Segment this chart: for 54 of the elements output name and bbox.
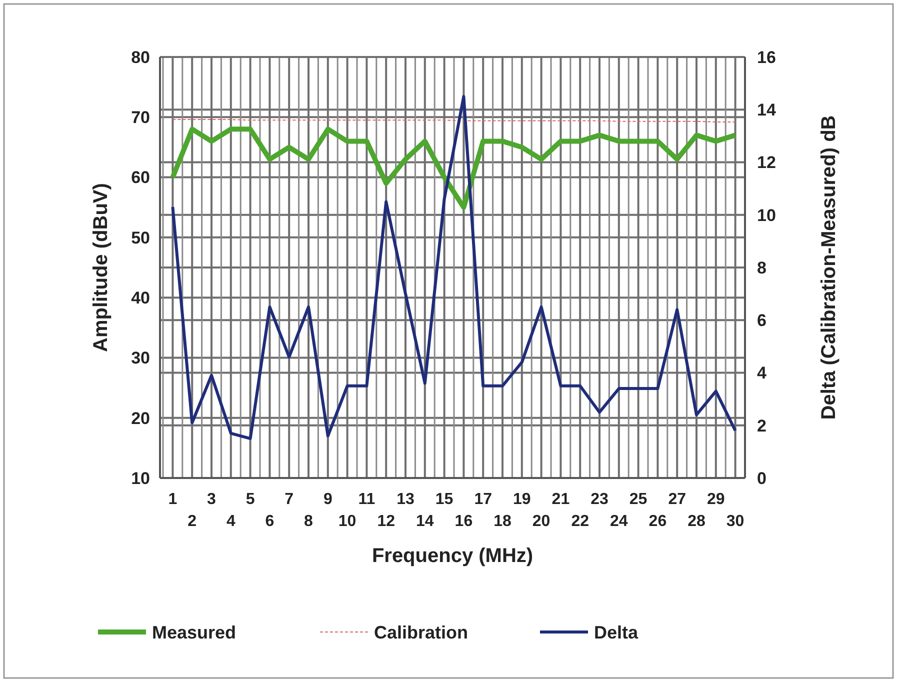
x-tick-label: 14 — [416, 513, 434, 530]
x-tick-label: 16 — [454, 513, 473, 530]
y-tick-label: 20 — [131, 408, 150, 428]
x-tick-label: 18 — [494, 513, 512, 530]
y-axis-title: Amplitude (dBuV) — [90, 183, 112, 352]
x-tick-label: 29 — [707, 491, 725, 508]
y2-tick-label: 10 — [757, 206, 776, 225]
x-tick-label: 19 — [513, 491, 531, 508]
y-tick-label: 10 — [131, 468, 150, 488]
y-tick-label: 30 — [131, 348, 150, 368]
x-tick-label: 23 — [590, 491, 608, 508]
y-tick-label: 50 — [131, 228, 150, 248]
x-tick-label: 24 — [610, 513, 628, 530]
y2-tick-label: 8 — [757, 258, 766, 278]
y-tick-label: 40 — [131, 288, 150, 308]
x-axis-title: Frequency (MHz) — [372, 545, 534, 567]
y-tick-label: 70 — [131, 108, 150, 128]
x-tick-label: 27 — [668, 491, 686, 508]
x-tick-label: 6 — [265, 513, 274, 530]
y2-tick-label: 6 — [757, 311, 766, 330]
y2-tick-label: 2 — [757, 416, 766, 436]
y2-tick-label: 16 — [757, 48, 776, 67]
x-tick-label: 8 — [304, 513, 314, 530]
x-tick-label: 13 — [396, 491, 414, 508]
legend-label: Delta — [594, 622, 640, 642]
legend-label: Measured — [152, 622, 236, 642]
line-series — [171, 94, 737, 440]
x-tick-label: 15 — [435, 491, 454, 508]
x-tick-label: 25 — [629, 491, 648, 508]
x-tick-label: 26 — [648, 513, 667, 530]
x-tick-label: 20 — [532, 513, 550, 530]
x-tick-label: 30 — [726, 513, 744, 530]
x-tick-label: 22 — [571, 513, 590, 530]
y-tick-label: 80 — [131, 48, 150, 67]
x-tick-label: 12 — [377, 513, 396, 530]
x-tick-label: 28 — [688, 513, 706, 530]
y2-tick-label: 14 — [757, 100, 776, 120]
y2-axis-title: Delta (Calibration-Measured) dB — [818, 115, 840, 420]
x-tick-label: 9 — [323, 491, 332, 508]
x-tick-label: 4 — [226, 513, 236, 530]
x-tick-label: 1 — [168, 491, 178, 508]
x-tick-label: 10 — [338, 513, 356, 530]
x-tick-label: 3 — [207, 491, 216, 508]
y-tick-label: 60 — [131, 168, 150, 188]
x-tick-label: 7 — [284, 491, 294, 508]
x-tick-label: 2 — [188, 513, 197, 530]
x-tick-label: 21 — [552, 491, 570, 508]
y2-tick-label: 4 — [757, 364, 767, 383]
x-tick-label: 17 — [474, 491, 492, 508]
y2-tick-label: 0 — [757, 468, 766, 488]
x-tick-label: 11 — [358, 491, 376, 508]
legend-label: Calibration — [374, 622, 468, 642]
x-tick-label: 5 — [246, 491, 255, 508]
y2-tick-label: 12 — [757, 153, 776, 172]
